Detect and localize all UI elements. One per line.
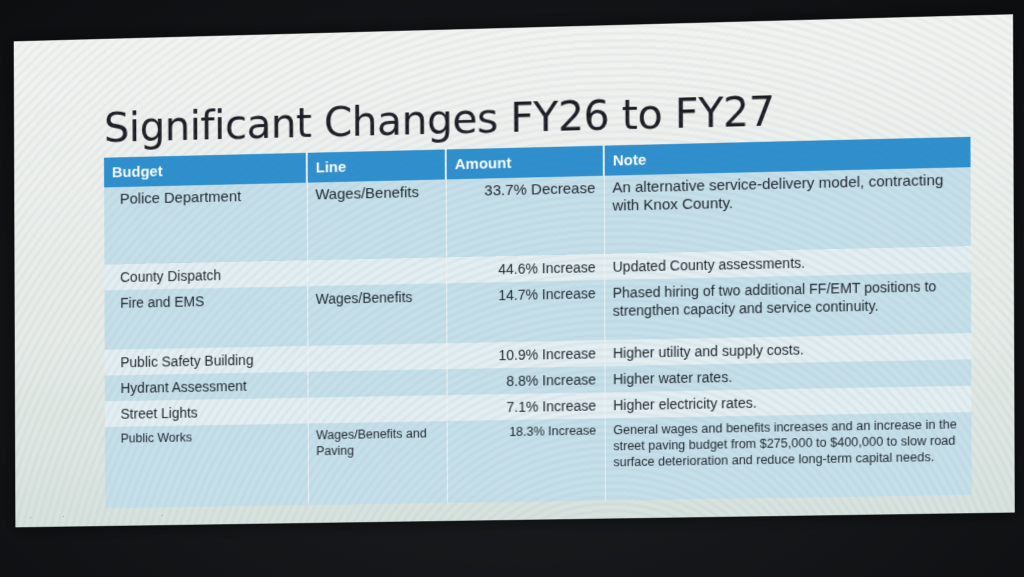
table-row: Public Works Wages/Benefits and Paving 1…: [104, 412, 972, 509]
cell-amount: 8.8% Increase: [446, 366, 605, 396]
cell-line: Wages/Benefits and Paving: [307, 421, 447, 506]
cell-line: [307, 369, 447, 398]
cell-note: General wages and benefits increases and…: [604, 412, 972, 501]
presentation-slide: Significant Changes FY26 to FY27 Budget …: [13, 14, 1015, 528]
budget-changes-table: Budget Line Amount Note Police Departmen…: [104, 136, 972, 509]
cell-budget: Public Safety Building: [104, 345, 308, 376]
cell-line: [307, 257, 447, 287]
cell-line: Wages/Benefits: [307, 283, 447, 346]
cell-budget: Public Works: [104, 423, 308, 509]
cell-line: [307, 343, 447, 372]
cell-budget: Fire and EMS: [104, 286, 308, 350]
cell-note: An alternative service-delivery model, c…: [603, 167, 971, 254]
slide-title: Significant Changes FY26 to FY27: [103, 87, 775, 152]
cell-budget: Street Lights: [104, 397, 308, 428]
cell-line: [307, 395, 447, 424]
cell-amount: 44.6% Increase: [446, 253, 605, 284]
cell-line: Wages/Benefits: [306, 179, 447, 261]
cell-budget: Hydrant Assessment: [104, 371, 308, 402]
cell-amount: 33.7% Decrease: [445, 175, 605, 258]
header-budget: Budget: [104, 152, 307, 188]
cell-note: Phased hiring of two additional FF/EMT p…: [604, 272, 972, 341]
cell-amount: 14.7% Increase: [446, 280, 605, 344]
cell-amount: 7.1% Increase: [446, 392, 605, 422]
cell-amount: 18.3% Increase: [446, 418, 605, 503]
cell-budget: Police Department: [104, 182, 308, 265]
header-line: Line: [306, 149, 446, 183]
cell-amount: 10.9% Increase: [446, 340, 605, 370]
header-amount: Amount: [445, 145, 604, 180]
